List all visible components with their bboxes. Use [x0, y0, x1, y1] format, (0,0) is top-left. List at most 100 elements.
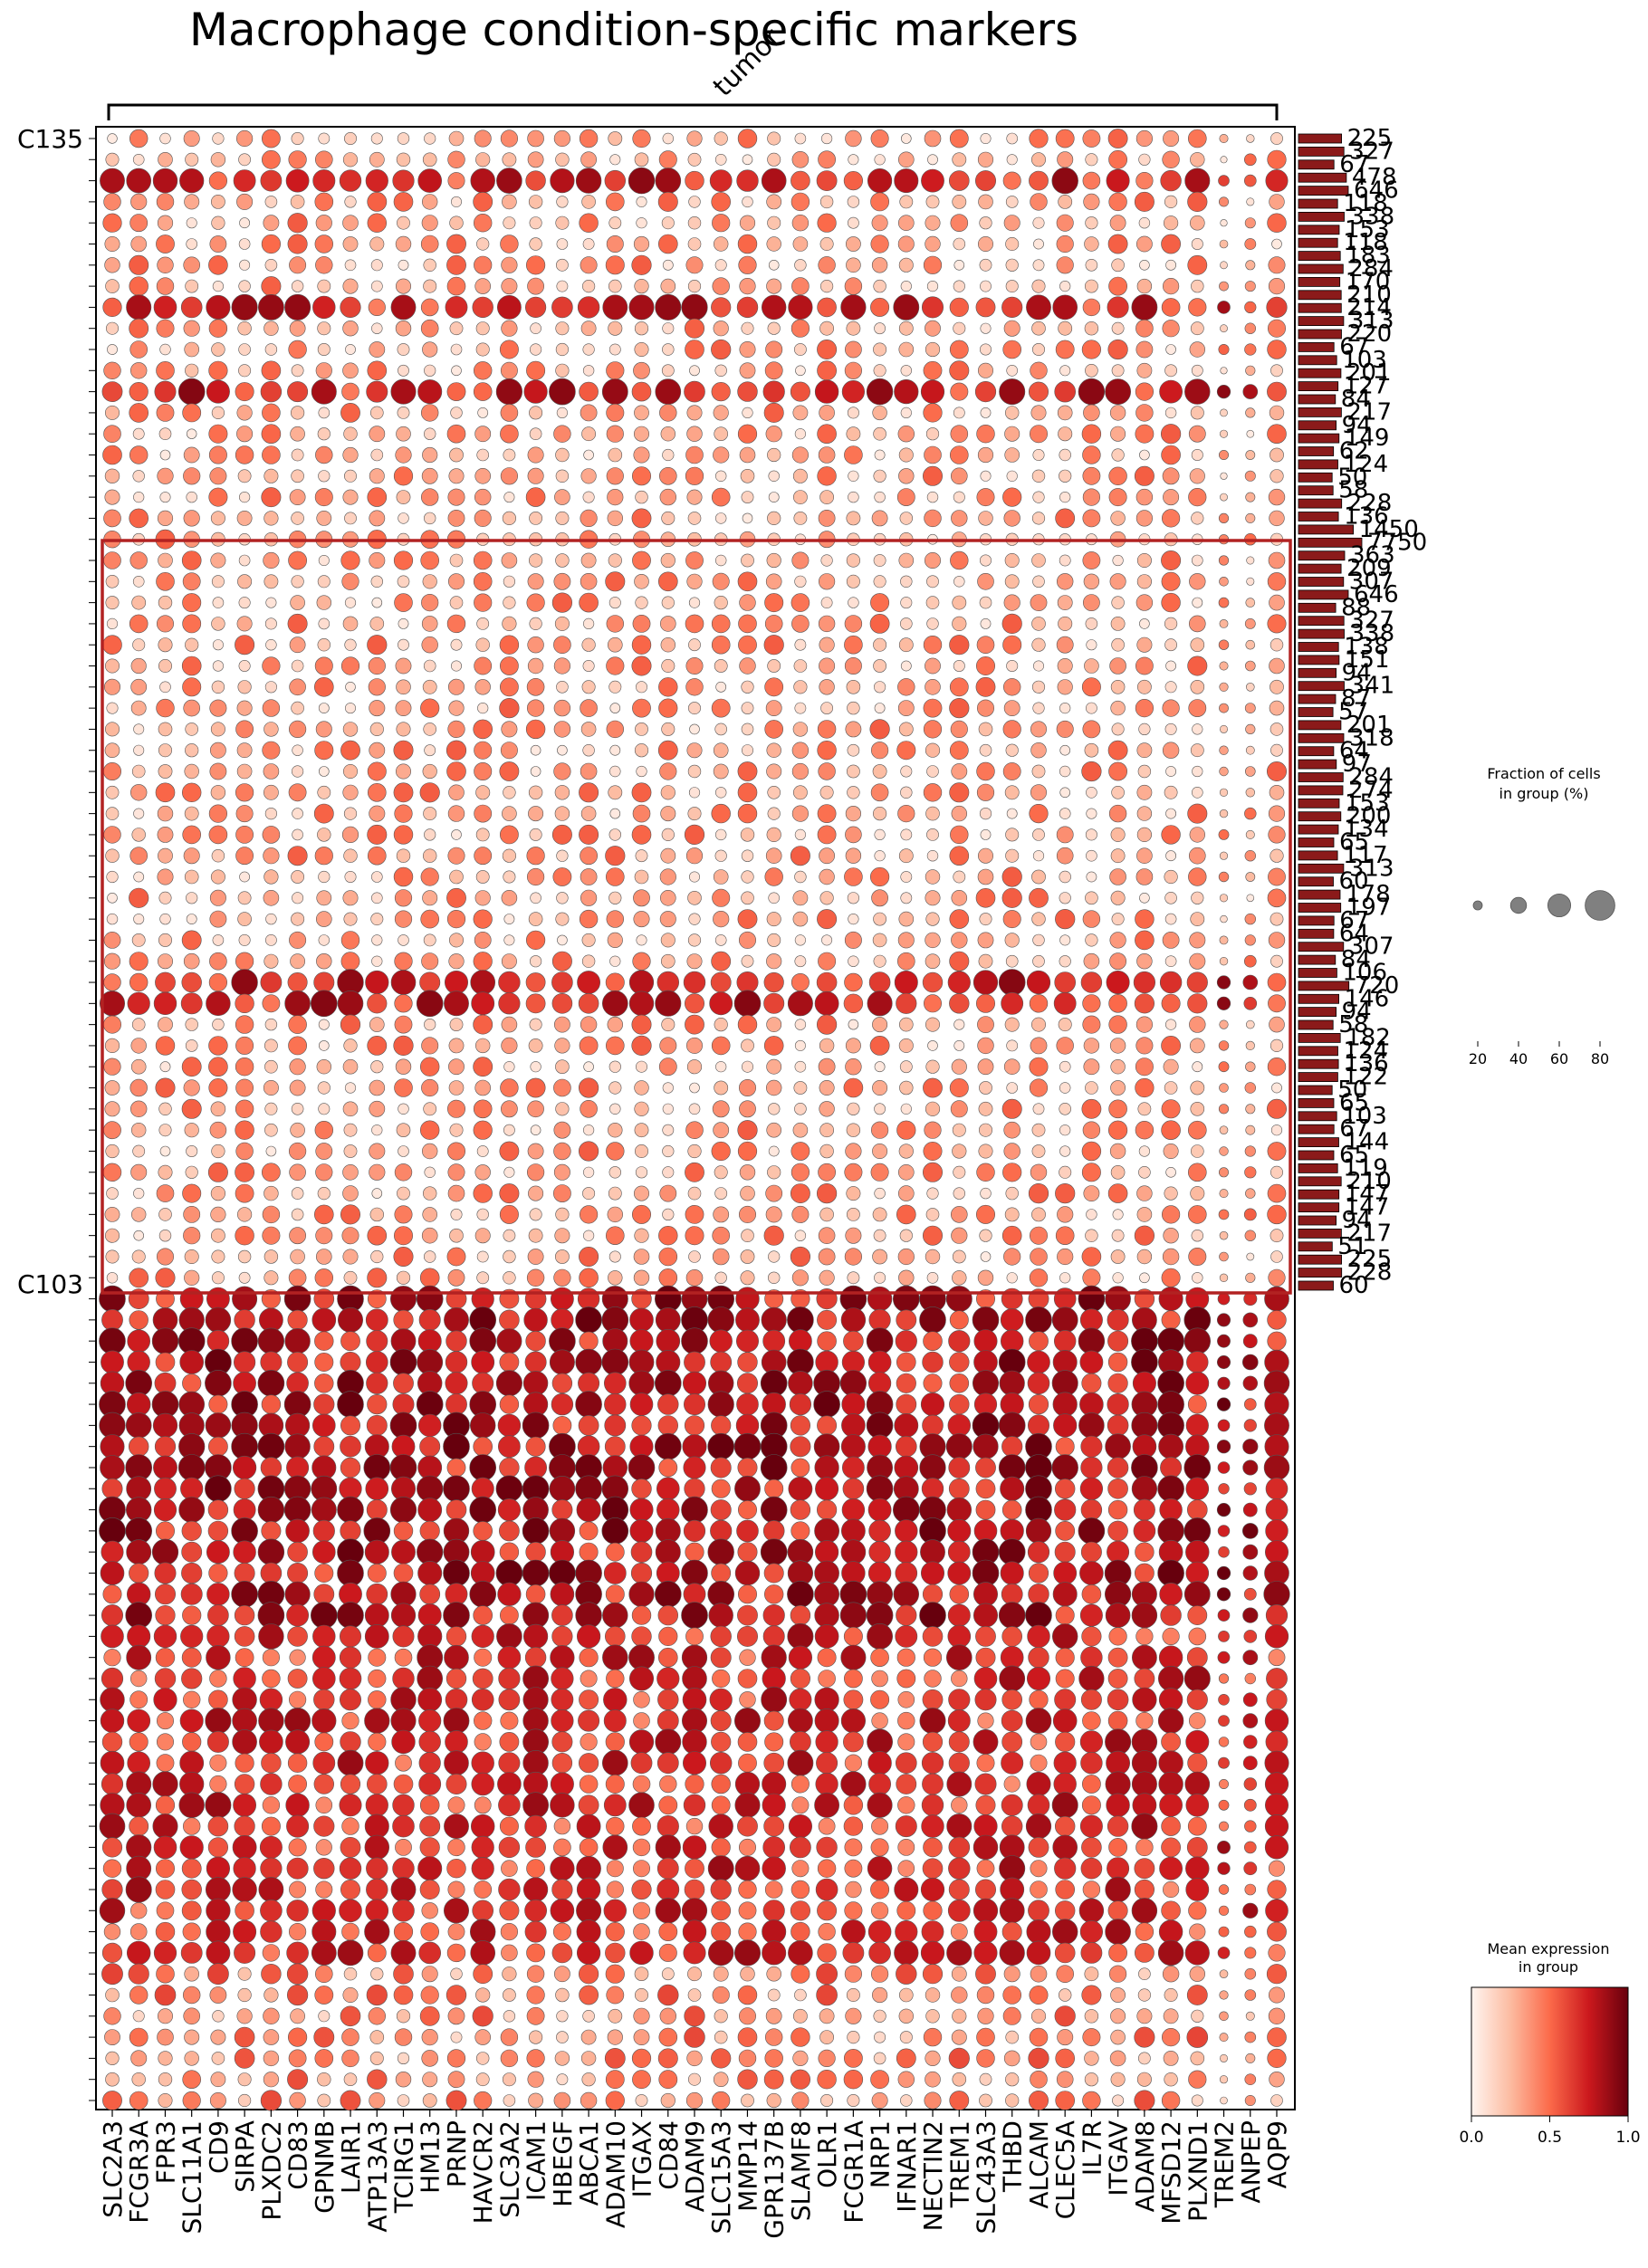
dot-r4-c31: [925, 215, 941, 231]
dot-r8-c12: [420, 298, 439, 317]
dot-r37-c31: [925, 912, 940, 926]
dot-r31-c9: [342, 784, 359, 800]
dot-r93-c34: [1005, 2093, 1020, 2108]
dot-r90-c26: [790, 2027, 810, 2047]
dot-r75-c5: [232, 1708, 257, 1734]
dot-r67-c14: [470, 1539, 495, 1565]
dot-r28-c23: [714, 723, 728, 736]
dot-r9-c18: [580, 321, 597, 337]
dot-r11-c8: [315, 362, 332, 379]
dot-r39-c39: [1136, 952, 1153, 970]
count-label: 58: [1338, 477, 1368, 504]
dot-r12-c5: [235, 382, 254, 402]
dot-r61-c8: [311, 1413, 336, 1438]
dot-r23-c39: [1139, 618, 1150, 629]
dot-r49-c4: [207, 1162, 228, 1182]
dot-r34-c37: [1086, 849, 1097, 862]
dot-r1-c35: [1031, 152, 1047, 167]
dot-r27-c13: [448, 700, 465, 716]
dot-r50-c11: [397, 1186, 410, 1201]
dot-r8-c8: [312, 295, 336, 320]
dot-r21-c43: [1246, 577, 1255, 586]
dot-r53-c5: [237, 1249, 252, 1264]
dot-r5-c42: [1219, 239, 1229, 249]
dot-r41-c28: [843, 993, 864, 1014]
dot-r1-c39: [1138, 153, 1151, 166]
dot-r4-c9: [342, 215, 359, 231]
dot-r32-c1: [133, 808, 145, 819]
dot-r1-c23: [714, 154, 727, 166]
dot-r13-c21: [659, 404, 677, 422]
dot-r93-c13: [446, 2090, 467, 2111]
dot-r13-c18: [580, 404, 598, 422]
dot-r71-c32: [947, 1624, 972, 1649]
dot-r51-c41: [1188, 1205, 1207, 1224]
dot-r16-c28: [848, 470, 859, 482]
dot-r45-c8: [317, 1081, 331, 1095]
dot-r11-c9: [342, 362, 359, 379]
dot-r80-c29: [871, 1817, 889, 1835]
dot-r0-c7: [291, 132, 304, 146]
dot-r88-c11: [393, 1985, 414, 2005]
count-bar: [1298, 407, 1342, 417]
dot-r0-c36: [1055, 129, 1075, 148]
dot-r20-c4: [210, 552, 226, 569]
dot-r81-c3: [179, 1835, 204, 1860]
dot-r83-c19: [606, 1880, 624, 1899]
dot-r23-c25: [764, 615, 783, 633]
dot-r15-c5: [235, 445, 254, 464]
dot-r28-c44: [1270, 723, 1284, 736]
dot-r60-c10: [367, 1393, 388, 1415]
dot-r93-c24: [741, 2093, 754, 2108]
dot-r13-c7: [291, 406, 305, 420]
count-bar: [1298, 1189, 1340, 1200]
dot-r63-c37: [1080, 1456, 1103, 1479]
dot-r17-c26: [793, 490, 808, 504]
dot-r73-c22: [682, 1666, 707, 1691]
dot-r84-c27: [817, 1900, 838, 1921]
dot-r93-c22: [685, 2091, 704, 2110]
dot-r74-c36: [1054, 1689, 1077, 1711]
dot-r41-c32: [949, 993, 970, 1014]
dot-r85-c15: [500, 1923, 519, 1941]
count-bar: [1298, 746, 1335, 757]
dot-r69-c26: [787, 1581, 814, 1608]
dot-r85-c27: [818, 1922, 836, 1941]
dot-r13-c15: [500, 404, 519, 422]
dot-r73-c41: [1183, 1665, 1211, 1692]
dot-r50-c19: [608, 1186, 622, 1201]
dot-r1-c6: [261, 149, 281, 169]
dot-r10-c22: [685, 340, 704, 359]
dot-r27-c42: [1219, 703, 1229, 713]
dot-r18-c19: [607, 510, 623, 527]
dot-r48-c3: [186, 1145, 198, 1158]
dot-r61-c31: [922, 1414, 944, 1437]
dot-r50-c32: [953, 1187, 966, 1200]
dot-r75-c2: [157, 1712, 175, 1730]
dot-r22-c0: [105, 596, 120, 610]
dot-r57-c12: [417, 1329, 442, 1354]
dot-r20-c23: [714, 554, 727, 567]
dot-r44-c34: [1003, 1058, 1020, 1075]
dot-r2-c26: [790, 170, 810, 191]
dot-r52-c22: [685, 1226, 704, 1246]
colorbar-label: 0.0: [1459, 2129, 1483, 2147]
dot-r57-c43: [1242, 1334, 1258, 1349]
dot-r27-c14: [477, 702, 489, 714]
dot-r17-c6: [261, 487, 282, 508]
dot-r32-c31: [925, 806, 940, 821]
dot-r11-c16: [526, 360, 546, 380]
dot-r31-c44: [1269, 784, 1285, 800]
dot-r81-c15: [498, 1836, 521, 1859]
dot-r24-c34: [1002, 635, 1022, 655]
dot-r49-c37: [1081, 1163, 1101, 1182]
dot-r9-c20: [634, 321, 649, 336]
count-label: 149: [1345, 425, 1390, 452]
dot-r86-c11: [390, 1939, 417, 1966]
dot-r27-c10: [369, 700, 386, 717]
count-label: 62: [1339, 438, 1369, 465]
dot-r26-c0: [104, 678, 121, 695]
dot-r36-c31: [925, 890, 941, 906]
dot-r75-c32: [947, 1709, 971, 1733]
dot-r86-c41: [1184, 1940, 1210, 1966]
